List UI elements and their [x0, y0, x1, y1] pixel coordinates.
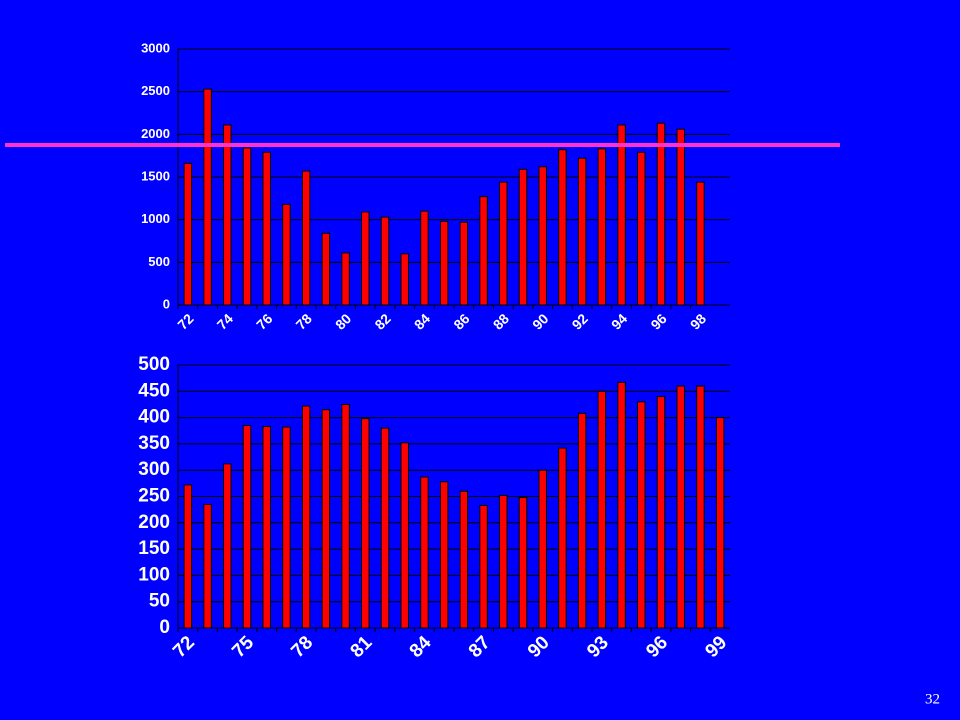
y-tick-label: 250: [138, 486, 170, 507]
bar: [321, 232, 331, 306]
bar: [558, 447, 567, 629]
bar: [439, 481, 449, 629]
y-tick-label: 500: [138, 354, 170, 375]
y-tick-label: 200: [138, 512, 170, 533]
bar: [203, 503, 212, 629]
bar: [459, 221, 469, 306]
y-tick-label: 3000: [141, 40, 170, 55]
bar: [361, 211, 370, 306]
y-tick-label: 350: [138, 433, 170, 454]
bar: [420, 476, 429, 629]
bar: [400, 253, 409, 306]
bar: [637, 151, 646, 306]
y-tick-label: 1500: [141, 168, 170, 183]
bar: [499, 494, 508, 629]
bar: [361, 418, 370, 629]
y-tick-label: 0: [163, 296, 170, 311]
y-tick-label: 1000: [141, 211, 170, 226]
bar: [242, 147, 252, 306]
y-tick-label: 500: [148, 254, 170, 269]
bar: [183, 484, 193, 629]
y-tick-label: 2500: [141, 83, 170, 98]
bar: [242, 424, 252, 629]
bar: [558, 149, 567, 306]
bar: [479, 504, 488, 629]
y-tick-label: 150: [138, 538, 170, 559]
bar: [715, 417, 725, 629]
bar: [439, 220, 449, 306]
y-tick-label: 300: [138, 459, 170, 480]
bar: [676, 128, 685, 306]
page-number: 32: [925, 691, 940, 707]
bar: [301, 405, 311, 629]
bar: [597, 390, 607, 629]
bar: [400, 442, 409, 629]
bar: [341, 252, 350, 306]
y-tick-label: 400: [138, 407, 170, 428]
y-tick-label: 50: [149, 591, 170, 612]
y-tick-label: 100: [138, 564, 170, 585]
bar: [637, 401, 646, 629]
bar: [341, 403, 350, 629]
bar: [223, 463, 232, 629]
bar: [538, 469, 547, 629]
bar: [459, 490, 469, 629]
bar: [518, 497, 528, 629]
bar: [538, 166, 547, 306]
bar: [676, 385, 685, 629]
bar: [479, 196, 488, 306]
bar: [696, 385, 705, 629]
bar: [321, 409, 331, 629]
bar: [577, 412, 587, 629]
bar: [518, 168, 528, 306]
bar: [380, 216, 390, 306]
bar: [203, 88, 212, 306]
bar: [656, 122, 666, 306]
bar: [597, 148, 607, 306]
bar: [499, 181, 508, 306]
bar: [420, 210, 429, 306]
bar: [262, 151, 271, 306]
bar: [301, 170, 311, 306]
bar: [282, 203, 291, 306]
bar: [656, 396, 666, 629]
bar: [223, 124, 232, 306]
y-tick-label: 2000: [141, 126, 170, 141]
bar: [380, 427, 390, 629]
bar: [282, 426, 291, 629]
y-tick-label: 0: [159, 617, 170, 638]
bar: [617, 381, 626, 629]
bar: [262, 426, 271, 629]
bar: [696, 181, 705, 306]
bar: [577, 157, 587, 306]
bar: [183, 162, 193, 306]
bar: [617, 124, 626, 306]
y-tick-label: 450: [138, 380, 170, 401]
